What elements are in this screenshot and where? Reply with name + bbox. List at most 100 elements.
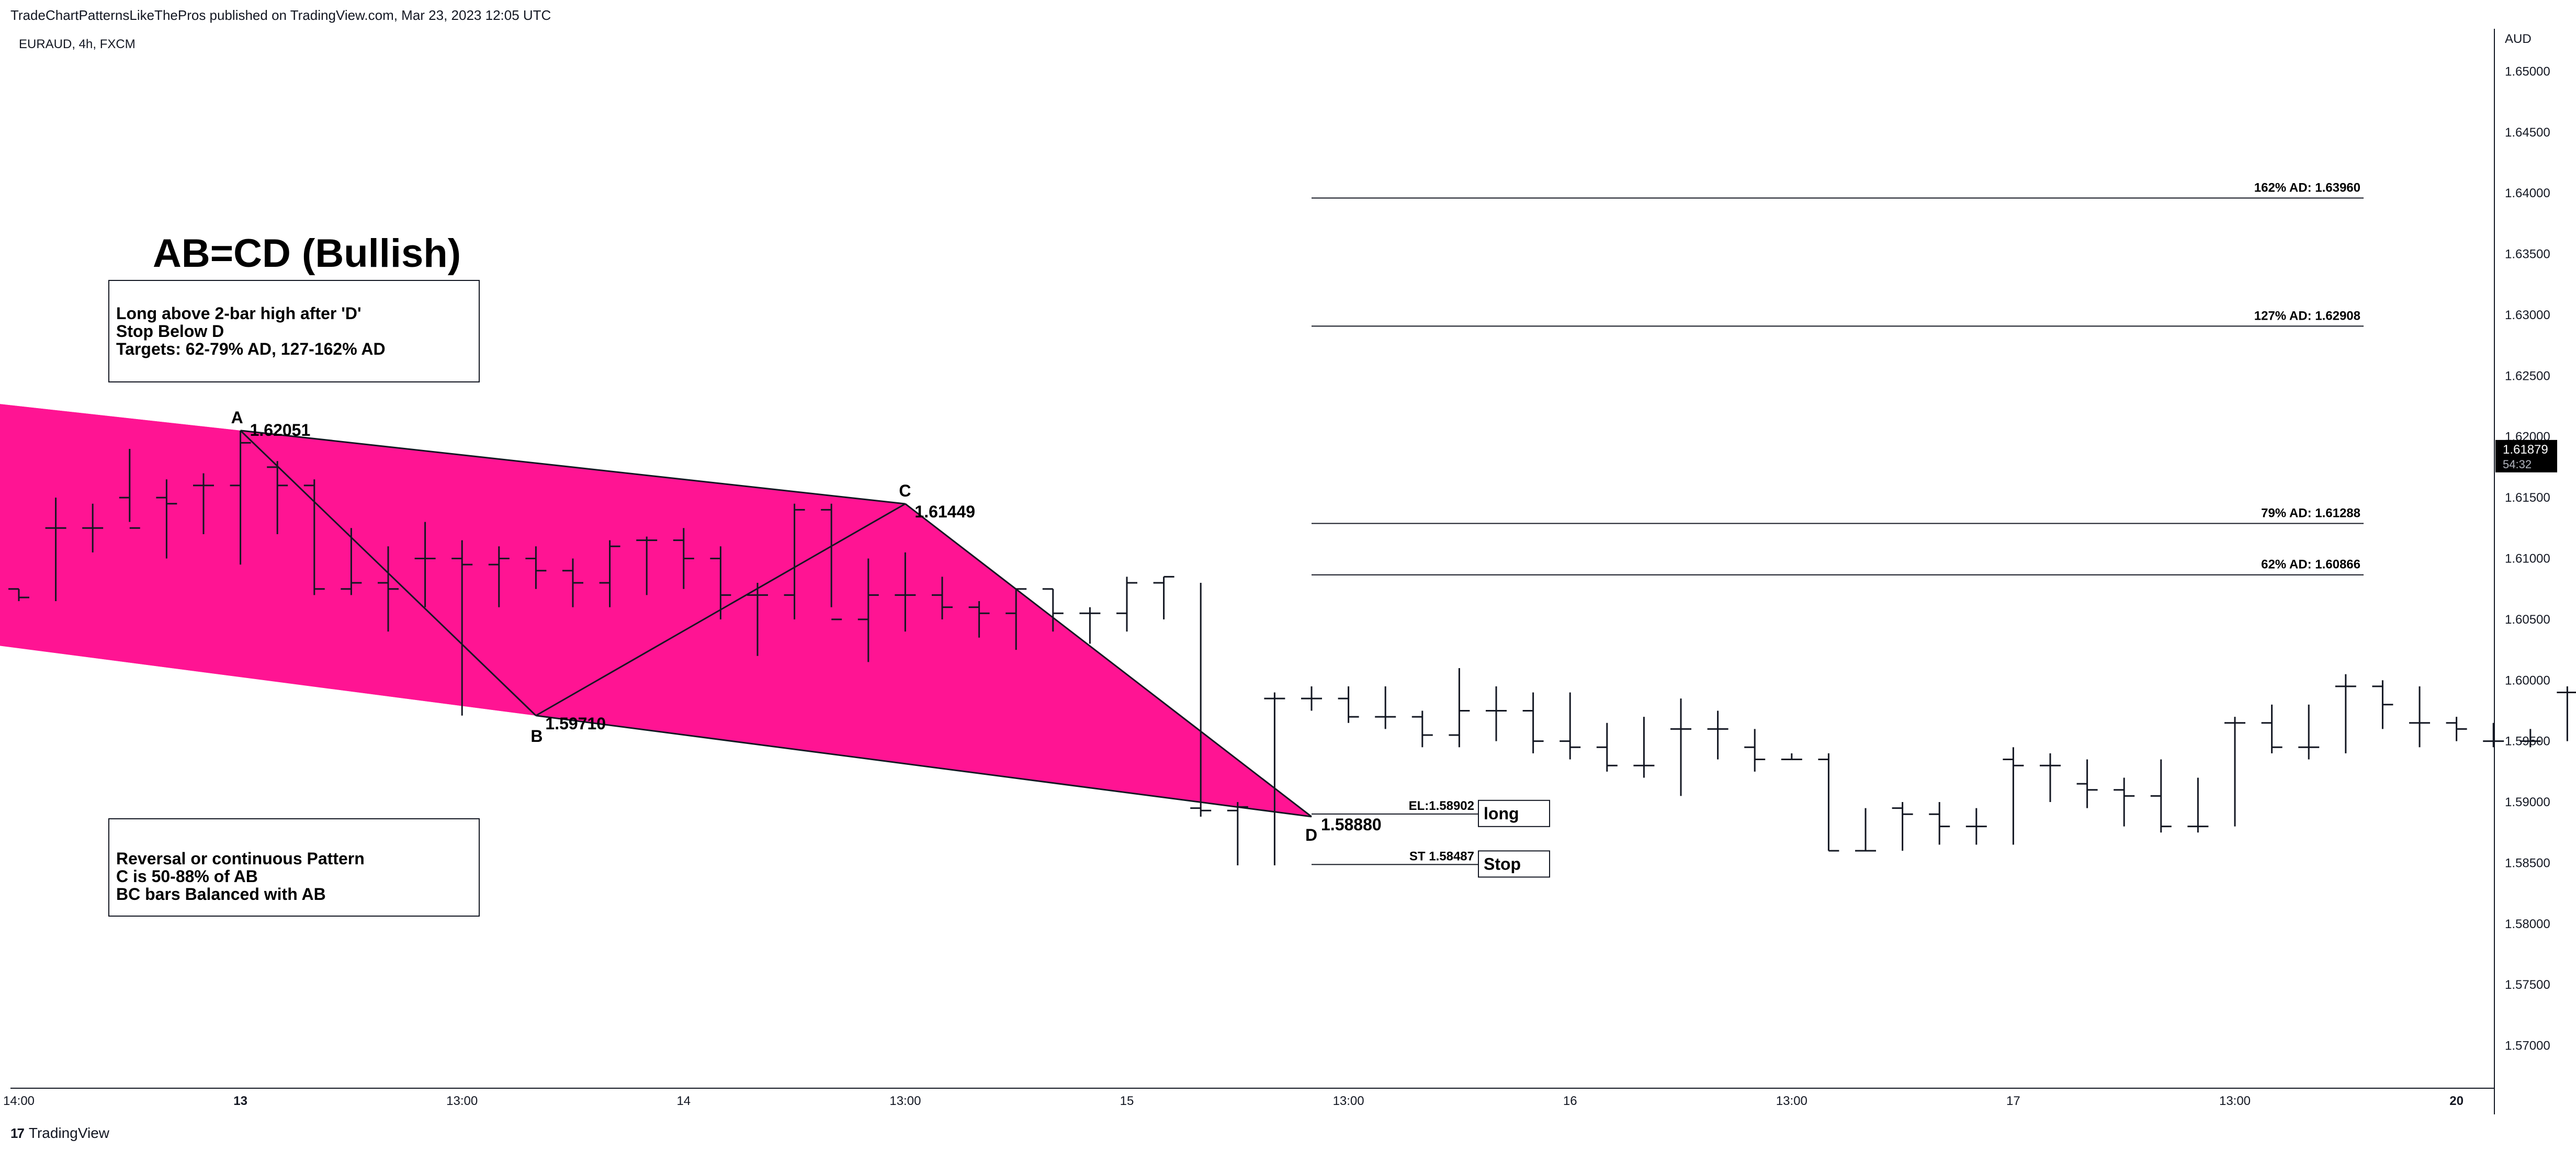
stop-line-label: ST 1.58487 <box>1409 849 1474 863</box>
ohlc-bar <box>2040 753 2061 803</box>
ohlc-bar <box>1486 686 1507 741</box>
price-tick-label: 1.61500 <box>2505 491 2550 505</box>
ohlc-bar <box>1522 692 1544 753</box>
target-level-label: 127% AD: 1.62908 <box>2254 309 2360 323</box>
long-box-text: long <box>1484 804 1519 823</box>
ohlc-bar <box>1596 723 1618 772</box>
tradingview-logo-icon: 17 <box>10 1125 25 1141</box>
ohlc-bar <box>2335 674 2356 753</box>
ohlc-bar <box>156 479 177 559</box>
ohlc-bar <box>932 577 953 619</box>
time-tick-label: 13:00 <box>889 1094 921 1108</box>
pattern-title: AB=CD (Bullish) <box>153 231 461 276</box>
last-price-value: 1.61879 <box>2503 443 2548 457</box>
price-tick-label: 1.58500 <box>2505 856 2550 870</box>
target-level-label: 79% AD: 1.61288 <box>2261 506 2360 520</box>
price-tick-label: 1.60000 <box>2505 673 2550 687</box>
ohlc-bar <box>673 528 694 589</box>
pattern-leg <box>905 503 1312 818</box>
target-level-label: 62% AD: 1.60866 <box>2261 558 2360 572</box>
ohlc-bar <box>2261 704 2283 753</box>
price-tick-label: 1.63000 <box>2505 308 2550 322</box>
pattern-triangle-xcd <box>0 404 1312 817</box>
footer-brand[interactable]: 17 TradingView <box>10 1125 109 1142</box>
ohlc-bar <box>267 461 288 534</box>
time-tick-label: 20 <box>2449 1094 2464 1108</box>
ohlc-bar <box>193 473 214 534</box>
last-price-badge <box>2495 439 2557 472</box>
time-tick-label: 17 <box>2006 1094 2020 1108</box>
ohlc-bar <box>1929 802 1950 845</box>
level-lines: 162% AD: 1.63960 127% AD: 1.62908 79% AD: … <box>1312 181 2364 878</box>
pattern-price-d: 1.58880 <box>1321 815 1382 834</box>
ohlc-bar <box>1560 692 1581 760</box>
ohlc-bar <box>1301 686 1322 711</box>
ohlc-bar <box>82 503 104 552</box>
ohlc-bar <box>1670 698 1691 796</box>
pattern-point-d: D <box>1305 826 1317 844</box>
ohlc-bar <box>784 503 805 619</box>
rules-line-1: Long above 2-bar high after 'D' <box>116 304 361 323</box>
ohlc-bar <box>2519 729 2541 748</box>
criteria-box <box>108 818 480 917</box>
time-axis[interactable]: 14:00 13 13:00 14 13:00 15 13:00 16 13:00 17 13:00… <box>3 1094 2576 1108</box>
ohlc-bar <box>562 558 583 607</box>
ohlc-bar <box>2409 686 2430 748</box>
rules-line-2: Stop Below D <box>116 322 224 341</box>
pattern-point-a: A <box>231 408 243 427</box>
ohlc-bar <box>636 536 658 595</box>
pattern-price-c: 1.61449 <box>914 502 975 521</box>
pattern-leg <box>536 715 1312 818</box>
symbol-label: EURAUD, 4h, FXCM <box>19 37 135 51</box>
stop-box-text: Stop <box>1484 854 1521 873</box>
ohlc-bar <box>1227 802 1248 866</box>
long-box <box>1478 799 1550 827</box>
ohlc-bar <box>8 588 29 601</box>
price-tick-label: 1.64000 <box>2505 186 2550 200</box>
time-tick-label: 13:00 <box>446 1094 478 1108</box>
ohlc-bar <box>1855 808 1876 852</box>
entry-line-label: EL:1.58902 <box>1409 799 1474 813</box>
publish-info: TradeChartPatternsLikeThePros published … <box>10 7 551 23</box>
ohlc-bar <box>1633 717 1655 778</box>
ohlc-bar <box>230 431 251 565</box>
time-tick-label: 13:00 <box>1776 1094 1807 1108</box>
ohlc-bar <box>2298 704 2320 760</box>
criteria-line-3: BC bars Balanced with AB <box>116 885 326 904</box>
price-axis[interactable]: 1.65000 1.64500 1.64000 1.63500 1.63000 1.625… <box>2505 64 2550 1053</box>
price-tick-label: 1.63500 <box>2505 247 2550 262</box>
time-tick-label: 13:00 <box>2219 1094 2251 1108</box>
rules-box <box>108 280 480 382</box>
ohlc-bar <box>2187 777 2209 833</box>
pattern-point-c: C <box>899 481 911 500</box>
price-tick-label: 1.65000 <box>2505 64 2550 78</box>
ohlc-bar <box>2446 717 2467 741</box>
ohlc-bar <box>119 449 140 529</box>
ohlc-bar <box>1781 753 1802 761</box>
ohlc-bar <box>303 479 325 595</box>
ohlc-bar <box>1190 583 1212 817</box>
stop-box <box>1478 850 1550 878</box>
time-tick-label: 16 <box>1563 1094 1577 1108</box>
ohlc-bar <box>710 546 731 619</box>
ohlc-bar <box>1707 710 1728 760</box>
bar-countdown: 54:32 <box>2503 458 2532 471</box>
time-tick-label: 15 <box>1120 1094 1134 1108</box>
pattern-point-b: B <box>530 727 543 746</box>
ohlc-bar <box>1411 710 1433 748</box>
time-tick-label: 13:00 <box>1333 1094 1364 1108</box>
ohlc-bar <box>1005 588 1027 650</box>
price-tick-label: 1.58000 <box>2505 917 2550 931</box>
ohlc-bar <box>2076 759 2098 808</box>
target-level-label: 162% AD: 1.63960 <box>2254 181 2360 195</box>
ohlc-bar <box>1264 692 1285 866</box>
ohlc-bar <box>2150 759 2172 833</box>
last-price-marker: 1.61879 54:32 <box>2495 439 2557 472</box>
price-tick-label: 1.60500 <box>2505 613 2550 627</box>
ohlc-bar <box>599 540 620 607</box>
ohlc-bar <box>857 558 879 662</box>
criteria-line-2: C is 50-88% of AB <box>116 867 258 886</box>
ohlc-bar <box>2557 686 2576 741</box>
ohlc-bar <box>1375 686 1396 729</box>
